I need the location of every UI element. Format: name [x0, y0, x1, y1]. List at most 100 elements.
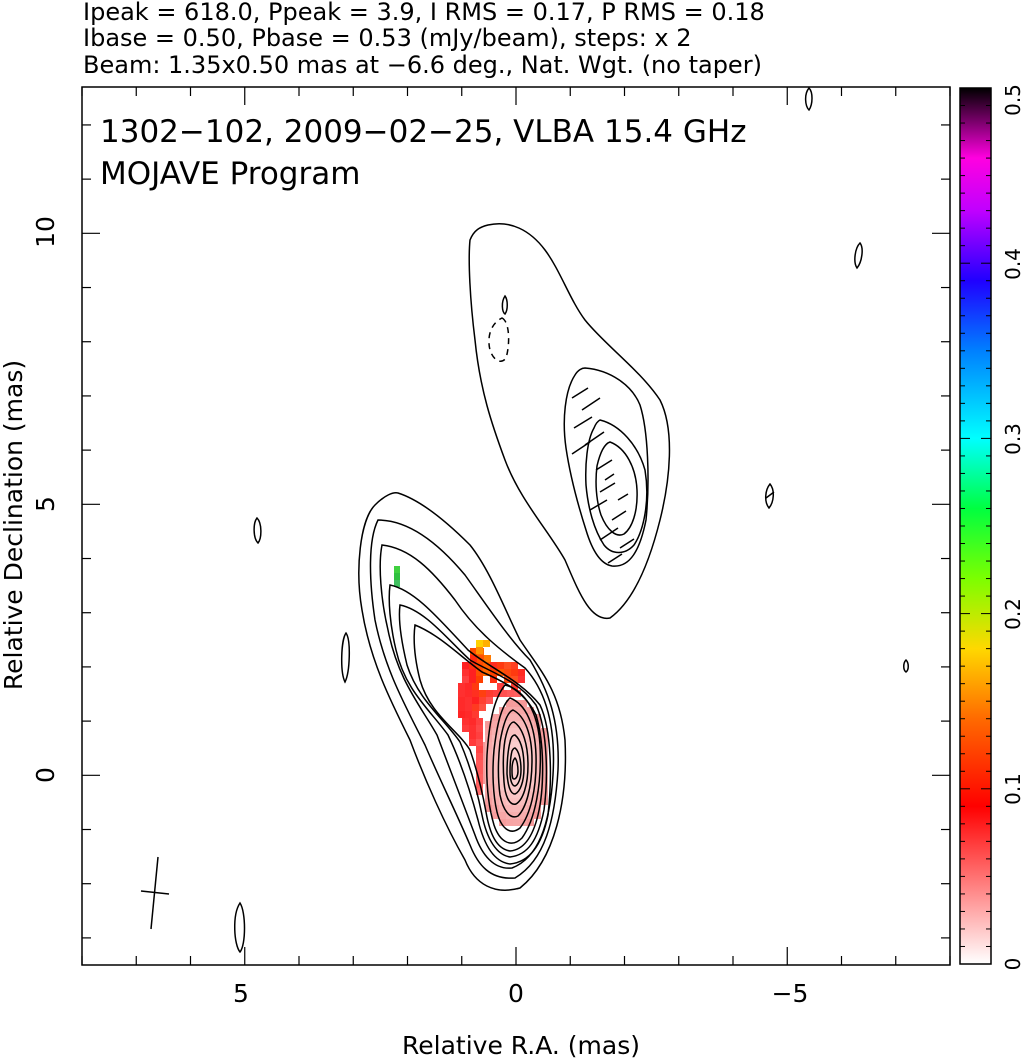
polarization-pixel — [462, 662, 469, 669]
polarization-pixel — [520, 707, 527, 714]
polarization-pixel — [476, 718, 483, 725]
polarization-pixel — [511, 669, 518, 676]
polarization-pixel — [513, 777, 520, 784]
polarization-pixel — [472, 690, 479, 697]
polarization-pixel — [469, 739, 476, 746]
polarization-pixel — [541, 791, 548, 798]
polarization-pixel — [513, 742, 520, 749]
polarization-pixel — [499, 763, 506, 770]
polarization-pixel — [485, 777, 492, 784]
polarization-pixel — [513, 714, 520, 721]
polarization-pixel — [513, 735, 520, 742]
contour-10 — [502, 721, 529, 805]
contour-jet-4 — [595, 441, 638, 536]
polarization-pixel — [484, 655, 491, 662]
polarization-pixel — [506, 707, 513, 714]
polarization-pixel — [504, 662, 511, 669]
polarization-pixel — [513, 749, 520, 756]
polarization-pixel — [492, 756, 499, 763]
polarization-pixel — [476, 725, 483, 732]
polarization-pixel — [520, 714, 527, 721]
polarization-pixel — [490, 662, 497, 669]
contour-island — [854, 241, 863, 270]
polarization-pixel — [476, 739, 483, 746]
polarization-pixel — [506, 777, 513, 784]
polarization-pixel — [476, 767, 483, 774]
polarization-pixel — [506, 728, 513, 735]
polarization-pixel — [541, 749, 548, 756]
y-tick-label: 0 — [31, 767, 60, 783]
polarization-pixel — [506, 791, 513, 798]
polarization-pixel — [472, 704, 479, 711]
polarization-pixel — [513, 805, 520, 812]
polarization-pixel — [499, 742, 506, 749]
polarization-pixel — [534, 805, 541, 812]
polarization-pixel — [527, 805, 534, 812]
polarization-pixel — [499, 777, 506, 784]
polarization-pixel — [527, 728, 534, 735]
polarization-pixel — [458, 697, 465, 704]
polarization-pixel — [492, 770, 499, 777]
polarization-pixel — [492, 749, 499, 756]
polarization-pixel — [506, 805, 513, 812]
polarization-pixel — [499, 805, 506, 812]
polarization-pixel — [513, 819, 520, 826]
polarization-pixel — [492, 791, 499, 798]
polarization-pixel — [483, 669, 490, 676]
polarization-pixel — [513, 791, 520, 798]
polarization-pixel — [492, 742, 499, 749]
polarization-pixel — [527, 756, 534, 763]
polarization-pixel — [506, 756, 513, 763]
polarization-pixel — [465, 683, 472, 690]
polarization-pixel — [513, 763, 520, 770]
y-tick-label: 10 — [31, 216, 60, 248]
polarization-pixel — [492, 763, 499, 770]
polarization-pixel — [492, 784, 499, 791]
polarization-pixel — [513, 700, 520, 707]
contour-jet-3 — [585, 419, 648, 554]
header-stats-line: Ipeak = 618.0, Ppeak = 3.9, I RMS = 0.17… — [83, 0, 765, 26]
polarization-pixel — [469, 718, 476, 725]
polarization-pixel — [541, 742, 548, 749]
polarization-pixel — [476, 774, 483, 781]
polarization-pixel — [485, 756, 492, 763]
polarization-pixel — [465, 704, 472, 711]
polarization-pixel — [394, 580, 400, 587]
polarization-pixel — [507, 690, 514, 697]
polarization-pixel — [506, 700, 513, 707]
header-beam-line: Beam: 1.35x0.50 mas at −6.6 deg., Nat. W… — [83, 51, 762, 79]
polarization-pixel — [527, 791, 534, 798]
polarization-pixel — [499, 798, 506, 805]
polarization-pixel — [499, 770, 506, 777]
polarization-pixel — [527, 749, 534, 756]
polarization-pixel — [492, 812, 499, 819]
polarization-pixel — [527, 812, 534, 819]
polarization-pixel — [486, 697, 493, 704]
polarization-pixel — [476, 760, 483, 767]
chart-subtitle: MOJAVE Program — [100, 156, 360, 192]
polarization-pixel — [520, 728, 527, 735]
polarization-pixel — [462, 676, 469, 683]
contour-12 — [509, 747, 522, 787]
header-base-line: Ibase = 0.50, Pbase = 0.53 (mJy/beam), s… — [83, 24, 692, 52]
polarization-pixel — [534, 770, 541, 777]
polarization-pixel — [458, 704, 465, 711]
polarization-pixel — [527, 798, 534, 805]
polarization-pixel — [520, 700, 527, 707]
polarization-pixel — [506, 714, 513, 721]
colorbar-tick-label: 0.5 — [1001, 84, 1021, 116]
polarization-pixel — [513, 784, 520, 791]
polarization-pixel — [476, 732, 483, 739]
polarization-pixel — [492, 728, 499, 735]
polarization-pixel — [499, 714, 506, 721]
polarization-pixel — [500, 690, 507, 697]
polarization-pixel — [534, 749, 541, 756]
polarization-pixel — [479, 704, 486, 711]
polarization-pixel — [520, 812, 527, 819]
contour-jet-outer — [468, 223, 671, 619]
polarization-pixel — [469, 725, 476, 732]
polarization-pixel — [470, 648, 477, 655]
colorbar: 0 0.1 0.2 0.3 0.4 0.5 — [959, 84, 1021, 970]
contour-island — [804, 87, 813, 112]
